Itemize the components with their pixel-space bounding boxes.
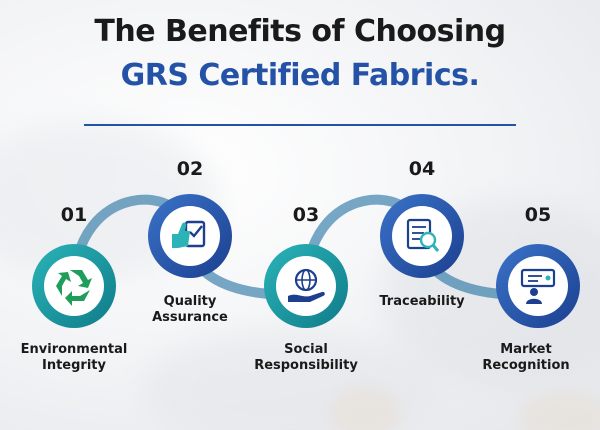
cotton-decoration xyxy=(520,392,600,430)
benefit-node-02 xyxy=(148,194,232,278)
benefit-number-04: 04 xyxy=(408,158,436,180)
benefit-node-01 xyxy=(32,244,116,328)
benefit-label-04: Traceability xyxy=(379,294,465,309)
benefit-node-03 xyxy=(264,244,348,328)
benefit-label-03: Social Responsibility xyxy=(254,342,358,373)
benefit-number-03: 03 xyxy=(292,204,320,226)
title-divider xyxy=(84,124,516,126)
benefit-label-02: Quality Assurance xyxy=(152,294,228,325)
document-search-icon xyxy=(406,218,440,252)
presentation-icon xyxy=(520,268,556,304)
page-subtitle: GRS Certified Fabrics. xyxy=(120,58,480,93)
benefit-label-01: Environmental Integrity xyxy=(20,342,128,373)
benefit-label-05: Market Recognition xyxy=(482,342,570,373)
recycle-icon xyxy=(56,270,92,306)
quality-check-icon xyxy=(172,220,206,248)
page-title: The Benefits of Choosing xyxy=(94,14,506,49)
globe-hand-icon xyxy=(288,268,325,302)
benefit-number-02: 02 xyxy=(176,158,204,180)
benefit-number-05: 05 xyxy=(524,204,552,226)
cotton-decoration xyxy=(330,388,400,430)
benefit-number-01: 01 xyxy=(60,204,88,226)
